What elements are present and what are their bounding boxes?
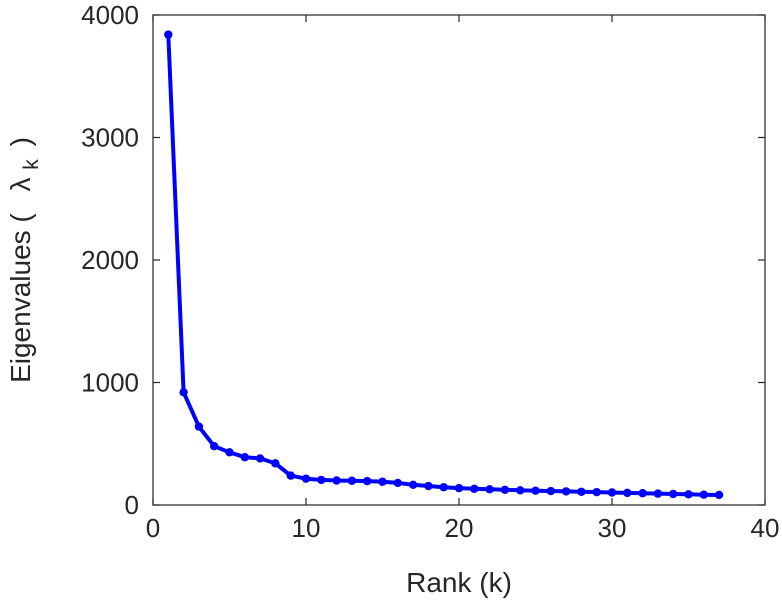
data-point [607, 488, 617, 497]
data-point [317, 475, 326, 485]
data-point [684, 490, 693, 499]
data-point [286, 471, 295, 480]
data-point [332, 476, 341, 485]
y-axis-label-subscript: k [20, 159, 43, 170]
data-point [240, 453, 249, 462]
data-point [669, 489, 678, 499]
y-axis-label-prefix: Eigenvalues ( [5, 213, 36, 383]
data-point [561, 487, 571, 496]
data-point [699, 490, 708, 499]
data-point [164, 30, 173, 39]
y-axis-label-suffix: ) [5, 137, 36, 146]
data-point [179, 388, 188, 397]
data-point [194, 422, 204, 431]
plot-area: 0 10 20 30 40 0 1000 2000 3000 4000 [81, 0, 779, 543]
data-point [577, 487, 586, 496]
data-point [714, 490, 724, 500]
y-tick-label: 2000 [81, 245, 139, 275]
data-point [623, 488, 632, 498]
y-axis-label-symbol: λ [5, 177, 36, 191]
data-point [546, 486, 555, 496]
x-tick-label: 20 [445, 513, 474, 543]
x-axis-label: Rank (k) [406, 567, 512, 598]
y-axis-label-text: Eigenvalues ( λ k ) [5, 137, 44, 383]
data-point [225, 448, 234, 457]
x-tick-label: 0 [146, 513, 160, 543]
data-point [378, 477, 387, 486]
data-point [516, 486, 525, 495]
data-point [454, 483, 464, 493]
data-point [393, 478, 402, 488]
data-point [424, 481, 433, 491]
x-tick-label: 10 [292, 513, 321, 543]
data-point [531, 486, 540, 495]
data-point [439, 483, 448, 492]
data-point [255, 454, 265, 463]
y-tick-label: 4000 [81, 0, 139, 30]
data-point [347, 476, 357, 485]
data-point [363, 476, 372, 486]
data-point [210, 442, 219, 451]
y-tick-label: 1000 [81, 368, 139, 398]
data-point [271, 459, 280, 468]
data-point [470, 484, 479, 494]
data-point [485, 485, 494, 494]
x-tick-label: 30 [598, 513, 627, 543]
data-point [638, 489, 647, 498]
data-point [592, 487, 601, 497]
x-tick-label: 40 [751, 513, 780, 543]
data-point [653, 489, 663, 498]
axes-box [152, 14, 766, 506]
y-axis-label: Eigenvalues ( λ k ) [5, 137, 44, 383]
y-tick-label: 3000 [81, 123, 139, 153]
data-point [301, 474, 311, 483]
data-point [500, 485, 510, 495]
data-point [408, 480, 418, 489]
y-tick-label: 0 [125, 490, 139, 520]
series-line [166, 34, 720, 497]
